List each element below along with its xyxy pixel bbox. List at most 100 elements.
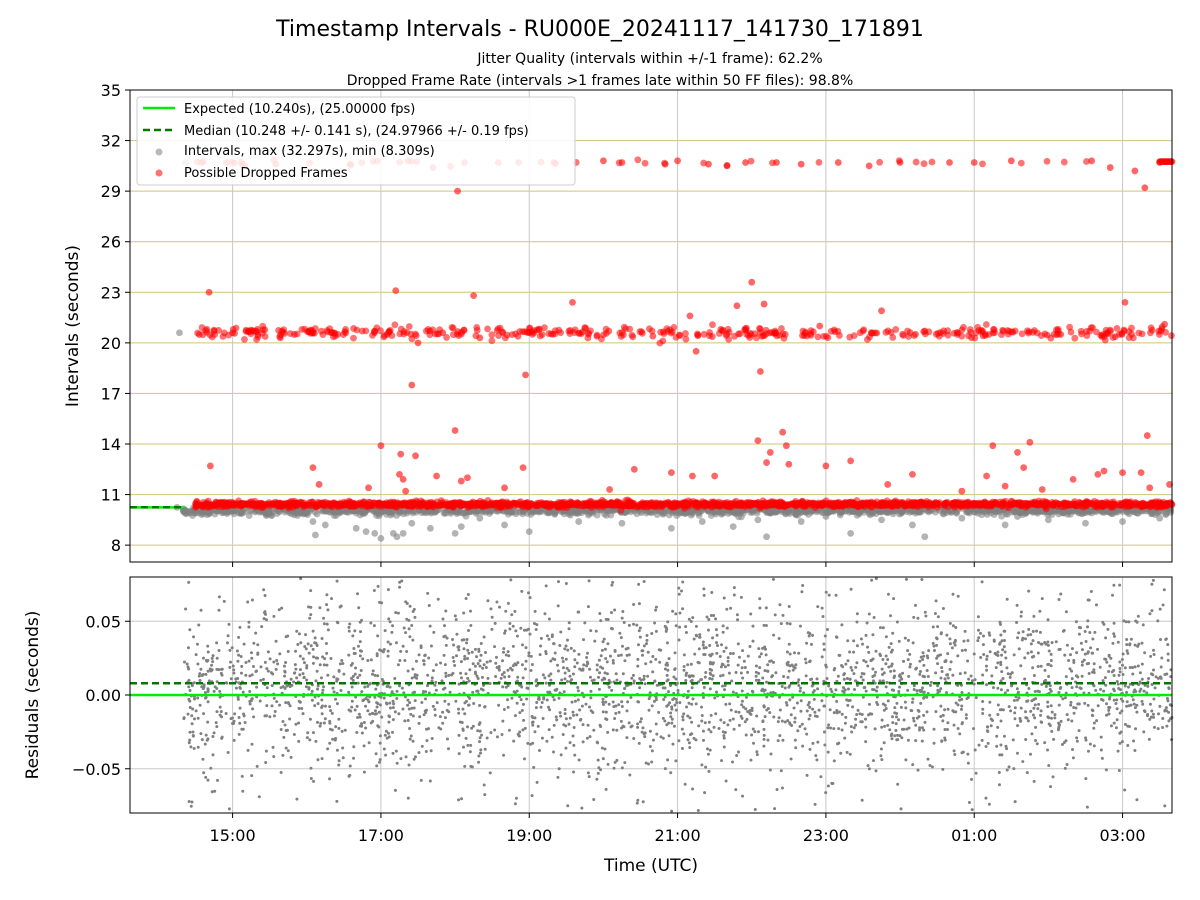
interval-point: [698, 518, 706, 525]
dropped-point: [205, 288, 213, 296]
dropped-point: [1100, 467, 1108, 475]
dropped-point: [476, 334, 484, 342]
residual-point: [953, 752, 957, 756]
residual-point: [621, 610, 625, 614]
residual-point: [565, 666, 569, 670]
residual-point: [852, 672, 856, 676]
residual-point: [800, 722, 804, 726]
dropped-point: [212, 498, 220, 506]
dropped-point: [457, 477, 465, 485]
residual-point: [273, 709, 277, 713]
interval-point: [455, 509, 463, 516]
residual-point: [289, 755, 293, 759]
interval-point: [837, 509, 845, 516]
interval-point: [245, 512, 253, 519]
residual-point: [520, 643, 524, 647]
dropped-point: [985, 501, 993, 509]
residual-point: [855, 644, 859, 648]
residual-point: [811, 707, 815, 711]
dropped-point: [980, 500, 988, 507]
residual-point: [563, 712, 567, 716]
interval-point: [992, 508, 999, 516]
dropped-point: [1138, 330, 1146, 338]
residual-point: [949, 660, 953, 664]
residual-point: [1057, 597, 1061, 601]
residual-point: [313, 704, 317, 708]
residual-point: [1029, 633, 1033, 637]
residual-point: [270, 704, 274, 708]
residual-point: [988, 700, 992, 704]
residual-point: [556, 669, 560, 673]
dropped-point: [921, 327, 929, 335]
residual-point: [552, 698, 556, 702]
dropped-point: [722, 332, 730, 339]
dropped-point: [849, 499, 857, 507]
residual-point: [401, 644, 405, 648]
residual-point: [964, 716, 968, 720]
dropped-point: [964, 498, 972, 506]
residual-point: [813, 710, 817, 714]
residual-point: [697, 724, 701, 728]
residual-point: [681, 607, 685, 611]
residual-point: [1104, 636, 1108, 640]
interval-point: [953, 509, 961, 517]
residual-point: [750, 733, 754, 737]
residual-point: [318, 663, 322, 667]
residual-point: [1046, 663, 1050, 667]
residual-point: [1070, 719, 1074, 723]
residual-point: [358, 715, 362, 719]
residual-point: [356, 681, 360, 685]
residual-point: [231, 664, 235, 668]
residual-point: [1001, 677, 1005, 681]
residual-point: [1112, 621, 1116, 625]
residual-point: [232, 738, 236, 742]
dropped-point: [751, 330, 759, 338]
residual-point: [715, 651, 719, 655]
dropped-point: [464, 474, 471, 482]
dropped-point: [846, 333, 854, 341]
residual-point: [199, 667, 203, 671]
residual-point: [334, 725, 338, 729]
residual-point: [246, 600, 250, 604]
dropped-point: [686, 312, 694, 320]
dropped-point: [766, 449, 774, 456]
residual-point: [849, 587, 853, 591]
dropped-point: [606, 486, 613, 493]
dropped-point: [492, 503, 500, 511]
residual-point: [1031, 666, 1035, 670]
residual-point: [620, 616, 624, 620]
residual-point: [248, 690, 252, 694]
residual-point: [298, 668, 302, 672]
residual-point: [408, 635, 412, 639]
residual-point: [1012, 698, 1016, 702]
residual-point: [428, 779, 432, 783]
residual-point: [328, 705, 332, 709]
residual-point: [696, 809, 700, 813]
dropped-point: [989, 329, 997, 337]
residual-point: [408, 726, 412, 730]
dropped-point: [799, 327, 807, 335]
residual-point: [1012, 767, 1016, 771]
interval-point: [718, 510, 725, 518]
residual-point: [655, 732, 659, 736]
dropped-point: [254, 333, 262, 341]
dropped-point: [909, 470, 916, 478]
dropped-point: [229, 329, 236, 337]
dropped-point: [692, 347, 700, 355]
residual-point: [196, 745, 200, 749]
residual-point: [312, 655, 316, 659]
dropped-point: [569, 299, 576, 306]
residual-point: [340, 658, 344, 662]
dropped-point: [1113, 325, 1121, 332]
residual-point: [388, 620, 392, 624]
residual-point: [1148, 702, 1152, 706]
interval-point: [1002, 510, 1010, 518]
residual-point: [846, 687, 850, 691]
dropped-point: [634, 156, 642, 164]
residual-point: [507, 675, 511, 679]
residual-point: [1102, 689, 1106, 693]
dropped-point: [735, 330, 742, 338]
residual-point: [878, 626, 882, 630]
dropped-point: [863, 500, 870, 508]
residual-point: [1152, 668, 1156, 672]
